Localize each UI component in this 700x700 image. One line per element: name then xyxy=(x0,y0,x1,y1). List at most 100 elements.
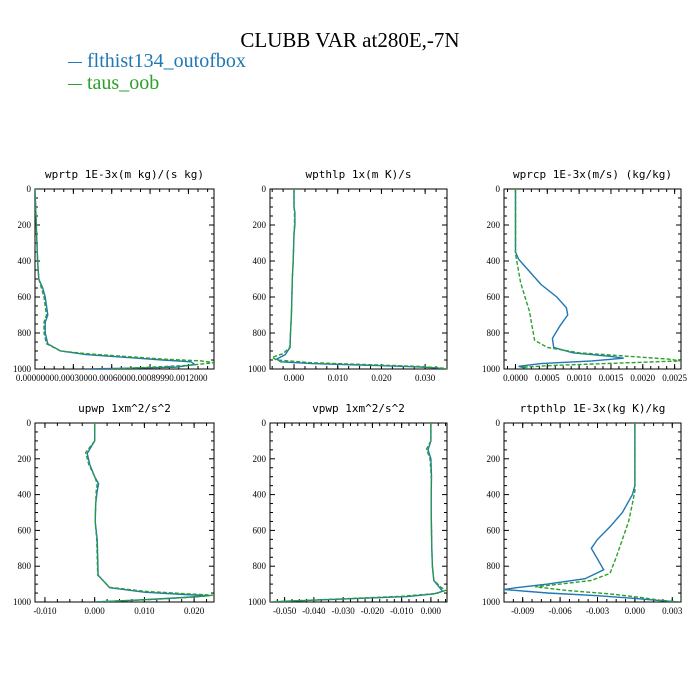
plot-frame xyxy=(34,188,215,370)
y-tick-label: 400 xyxy=(253,256,267,266)
chart-title: upwp 1xm^2/s^2 xyxy=(78,402,171,415)
chart-panel-wprtp: wprtp 1E-3x(m kg)/(s kg) 0 200 400 600 800 100… xyxy=(13,168,215,383)
plot-frame xyxy=(503,188,682,370)
x-tick-label: 0.010 xyxy=(134,606,155,616)
y-tick-label: 0 xyxy=(27,418,32,428)
y-tick-label: 1000 xyxy=(482,364,501,374)
y-tick-label: 1000 xyxy=(13,364,32,374)
y-tick-label: 600 xyxy=(253,525,267,535)
figure-title: CLUBB VAR at280E,-7N xyxy=(240,28,460,52)
y-tick-label: 800 xyxy=(253,328,267,338)
series-line-taus-oob xyxy=(35,189,214,369)
y-tick-label: 800 xyxy=(18,561,32,571)
y-tick-label: 800 xyxy=(487,561,501,571)
y-tick-label: 600 xyxy=(487,292,501,302)
y-tick-label: 1000 xyxy=(482,597,501,607)
x-tick-label: 0.000 xyxy=(85,606,106,616)
x-tick-label: 0.0020 xyxy=(630,373,655,383)
x-tick-label: 0.0025 xyxy=(662,373,687,383)
plot-frame xyxy=(34,422,215,603)
x-tick-label: 0.0006000 xyxy=(93,373,132,383)
series-line-taus-oob xyxy=(514,189,681,369)
y-tick-label: 1000 xyxy=(13,597,32,607)
chart-panel-upwp: upwp 1xm^2/s^2 0 200 400 600 800 1000-0.010 0.0… xyxy=(13,402,215,616)
x-tick-label: 0.000 xyxy=(421,606,442,616)
y-tick-label: 800 xyxy=(253,561,267,571)
chart-title: wprtp 1E-3x(m kg)/(s kg) xyxy=(45,168,204,181)
legend-label: flthist134_outofbox xyxy=(87,50,246,72)
x-tick-label: -0.050 xyxy=(273,606,297,616)
series-line-flthist134 xyxy=(504,423,679,602)
y-tick-label: 800 xyxy=(18,328,32,338)
x-tick-label: 0.020 xyxy=(371,373,392,383)
x-tick-label: 0.0000 xyxy=(503,373,528,383)
chart-panel-vpwp: vpwp 1xm^2/s^2 0 200 400 600 800 1000 -0.050 -0.… xyxy=(248,402,448,616)
chart-title: vpwp 1xm^2/s^2 xyxy=(312,402,405,415)
chart-panel-wprcp: wprcp 1E-3x(m/s) (kg/kg) 0 200 400 600 800 100… xyxy=(482,168,688,383)
x-tick-label: 0.0005 xyxy=(535,373,560,383)
series-line-flthist134 xyxy=(514,189,624,369)
y-tick-label: 200 xyxy=(18,220,32,230)
y-tick-label: 0 xyxy=(496,184,501,194)
x-tick-label: 0.0012000 xyxy=(169,373,208,383)
y-tick-label: 200 xyxy=(253,454,267,464)
chart-title: wpthlp 1x(m K)/s xyxy=(306,168,412,181)
x-tick-label: 0.0015 xyxy=(599,373,624,383)
x-tick-label: 0.030 xyxy=(415,373,436,383)
x-tick-label: -0.040 xyxy=(302,606,326,616)
x-tick-label: 0.003 xyxy=(662,606,683,616)
y-tick-label: 600 xyxy=(253,292,267,302)
y-tick-label: 1000 xyxy=(248,364,267,374)
series-line-taus-oob xyxy=(270,423,447,602)
y-tick-label: 400 xyxy=(253,490,267,500)
x-tick-label: 0.0010 xyxy=(567,373,592,383)
series-line-taus-oob xyxy=(535,423,680,602)
x-tick-label: -0.010 xyxy=(33,606,57,616)
plot-frame xyxy=(269,422,448,603)
x-tick-label: -0.006 xyxy=(548,606,572,616)
series-line-flthist134 xyxy=(275,189,443,369)
legend-entry-taus-oob: taus_oob xyxy=(68,72,159,95)
y-tick-label: 0 xyxy=(262,418,267,428)
y-tick-label: 600 xyxy=(18,525,32,535)
chart-title: rtpthlp 1E-3x(kg K)/kg xyxy=(520,402,666,415)
y-tick-label: 400 xyxy=(18,490,32,500)
x-tick-label: -0.009 xyxy=(511,606,535,616)
y-tick-label: 0 xyxy=(496,418,501,428)
y-tick-label: 1000 xyxy=(248,597,267,607)
legend-label: taus_oob xyxy=(87,72,160,94)
y-tick-label: 0 xyxy=(262,184,267,194)
legend-line-solid xyxy=(68,61,82,63)
x-tick-label: -0.030 xyxy=(332,606,356,616)
chart-title: wprcp 1E-3x(m/s) (kg/kg) xyxy=(513,168,672,181)
x-tick-label: 0.000 xyxy=(284,373,305,383)
y-tick-label: 200 xyxy=(18,454,32,464)
x-tick-label: -0.003 xyxy=(586,606,610,616)
chart-panel-wpthlp: wpthlp 1x(m K)/s 0 200 400 600 800 1000 0.000 0.… xyxy=(248,168,448,383)
legend-line-dashed xyxy=(68,83,82,85)
plot-frame xyxy=(269,188,448,370)
series-line-flthist134 xyxy=(35,189,197,369)
x-tick-label: 0.000 xyxy=(625,606,646,616)
y-tick-label: 400 xyxy=(18,256,32,266)
legend-entry-flthist134: flthist134_outofbox xyxy=(68,50,246,73)
x-tick-label: 0.020 xyxy=(184,606,205,616)
x-tick-label: 0.0008999 xyxy=(131,373,170,383)
series-line-flthist134 xyxy=(86,423,210,602)
y-tick-label: 600 xyxy=(18,292,32,302)
series-line-taus-oob xyxy=(84,423,214,602)
x-tick-label: 0.0003000 xyxy=(54,373,93,383)
y-tick-label: 200 xyxy=(487,220,501,230)
x-tick-label: 0.010 xyxy=(328,373,349,383)
x-tick-label: 0.0000000 xyxy=(16,373,55,383)
y-tick-label: 800 xyxy=(487,328,501,338)
series-line-flthist134 xyxy=(272,423,444,602)
y-tick-label: 200 xyxy=(253,220,267,230)
y-tick-label: 0 xyxy=(27,184,32,194)
y-tick-label: 400 xyxy=(487,256,501,266)
series-line-taus-oob xyxy=(270,189,447,369)
y-tick-label: 400 xyxy=(487,490,501,500)
x-tick-label: -0.010 xyxy=(390,606,414,616)
y-tick-label: 200 xyxy=(487,454,501,464)
